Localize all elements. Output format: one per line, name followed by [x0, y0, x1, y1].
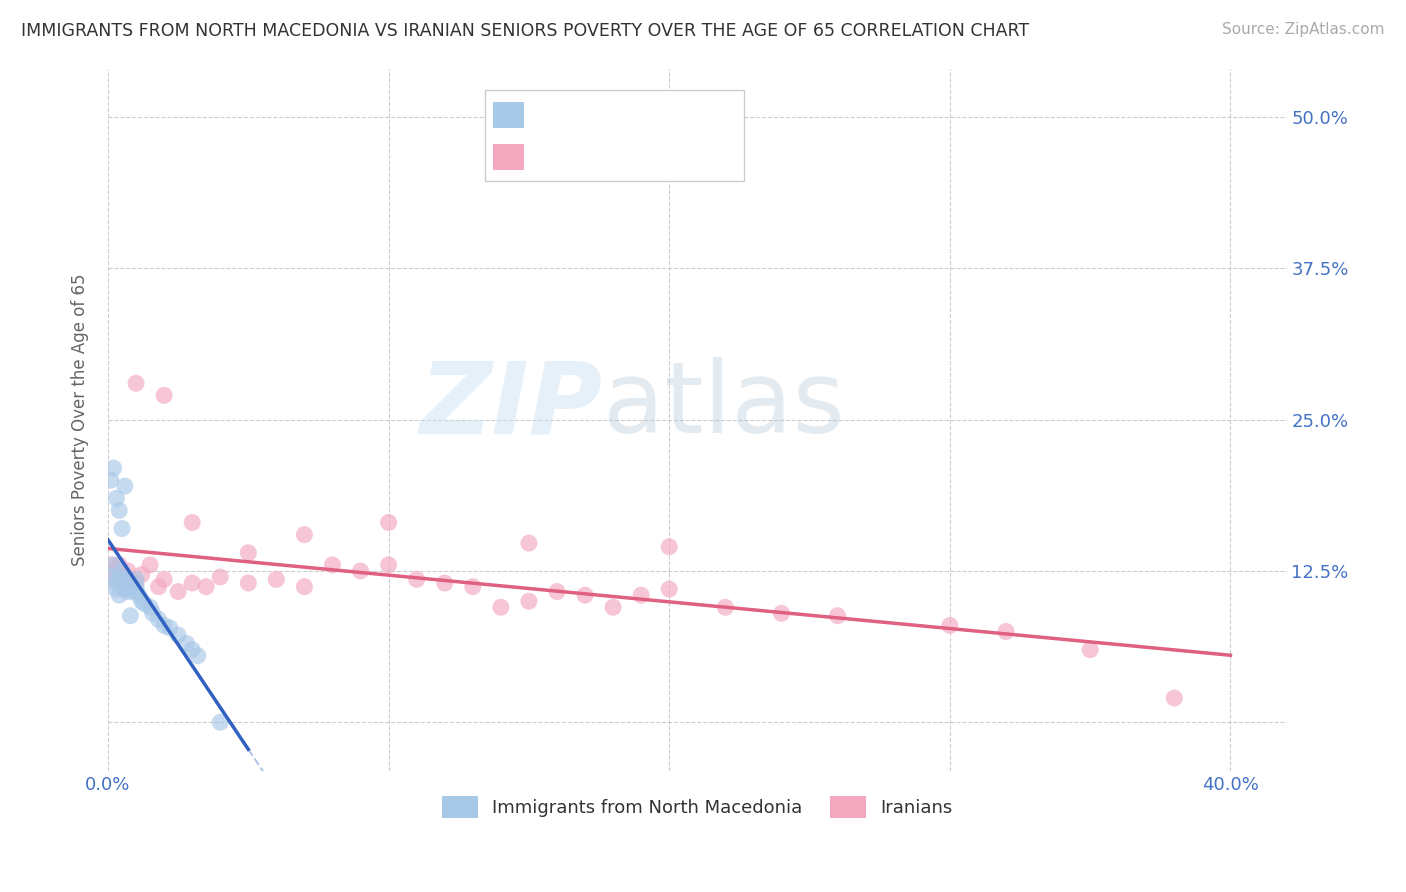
Text: atlas: atlas: [603, 357, 845, 454]
Point: [125, 576, 148, 591]
Point: [108, 558, 131, 572]
Point: [142, 607, 165, 621]
Point: [114, 582, 136, 596]
Point: [131, 594, 153, 608]
Point: [187, 648, 209, 663]
Point: [517, 536, 540, 550]
Point: [105, 491, 128, 506]
Point: [294, 580, 316, 594]
Point: [125, 573, 148, 587]
Point: [1163, 691, 1185, 706]
Point: [105, 573, 128, 587]
Point: [377, 516, 399, 530]
Point: [461, 580, 484, 594]
Point: [117, 564, 139, 578]
Point: [122, 584, 145, 599]
Point: [134, 597, 156, 611]
Point: [117, 584, 139, 599]
Point: [167, 628, 190, 642]
Point: [148, 580, 170, 594]
Text: IMMIGRANTS FROM NORTH MACEDONIA VS IRANIAN SENIORS POVERTY OVER THE AGE OF 65 CO: IMMIGRANTS FROM NORTH MACEDONIA VS IRANI…: [21, 22, 1029, 40]
Point: [100, 558, 122, 572]
Point: [153, 618, 176, 632]
Point: [108, 503, 131, 517]
Point: [349, 564, 371, 578]
Point: [128, 588, 150, 602]
Point: [125, 580, 148, 594]
Point: [658, 540, 681, 554]
Point: [111, 570, 134, 584]
Point: [181, 642, 204, 657]
Text: Source: ZipAtlas.com: Source: ZipAtlas.com: [1222, 22, 1385, 37]
Point: [148, 612, 170, 626]
Point: [574, 588, 596, 602]
Point: [153, 573, 176, 587]
Point: [117, 580, 139, 594]
Point: [111, 564, 134, 578]
Point: [139, 600, 162, 615]
Text: ZIP: ZIP: [420, 357, 603, 454]
Point: [120, 576, 142, 591]
Point: [602, 600, 624, 615]
Point: [238, 576, 260, 591]
Point: [153, 388, 176, 402]
Y-axis label: Seniors Poverty Over the Age of 65: Seniors Poverty Over the Age of 65: [72, 273, 89, 566]
Point: [108, 570, 131, 584]
Point: [238, 546, 260, 560]
Point: [209, 715, 232, 730]
Point: [195, 580, 218, 594]
Point: [108, 588, 131, 602]
Point: [111, 522, 134, 536]
Point: [321, 558, 343, 572]
Point: [294, 527, 316, 541]
Point: [433, 576, 456, 591]
Point: [120, 608, 142, 623]
Point: [714, 600, 737, 615]
Point: [159, 621, 181, 635]
Point: [517, 594, 540, 608]
Point: [103, 558, 125, 572]
Point: [114, 576, 136, 591]
Point: [209, 570, 232, 584]
Point: [100, 570, 122, 584]
Point: [630, 588, 652, 602]
Point: [103, 564, 125, 578]
Point: [111, 576, 134, 591]
Point: [125, 376, 148, 391]
Point: [105, 576, 128, 591]
Point: [658, 582, 681, 596]
Point: [939, 618, 962, 632]
Point: [120, 573, 142, 587]
Point: [266, 573, 288, 587]
Point: [377, 558, 399, 572]
Point: [103, 461, 125, 475]
Point: [114, 479, 136, 493]
Point: [100, 473, 122, 487]
Point: [770, 607, 793, 621]
Point: [139, 558, 162, 572]
Point: [827, 608, 849, 623]
Legend: Immigrants from North Macedonia, Iranians: Immigrants from North Macedonia, Iranian…: [434, 789, 960, 825]
Point: [114, 573, 136, 587]
Point: [131, 567, 153, 582]
Point: [181, 516, 204, 530]
Point: [546, 584, 568, 599]
Point: [181, 576, 204, 591]
Point: [489, 600, 512, 615]
Point: [176, 636, 198, 650]
Point: [1078, 642, 1101, 657]
Point: [994, 624, 1017, 639]
Point: [405, 573, 427, 587]
Point: [105, 582, 128, 596]
Point: [167, 584, 190, 599]
